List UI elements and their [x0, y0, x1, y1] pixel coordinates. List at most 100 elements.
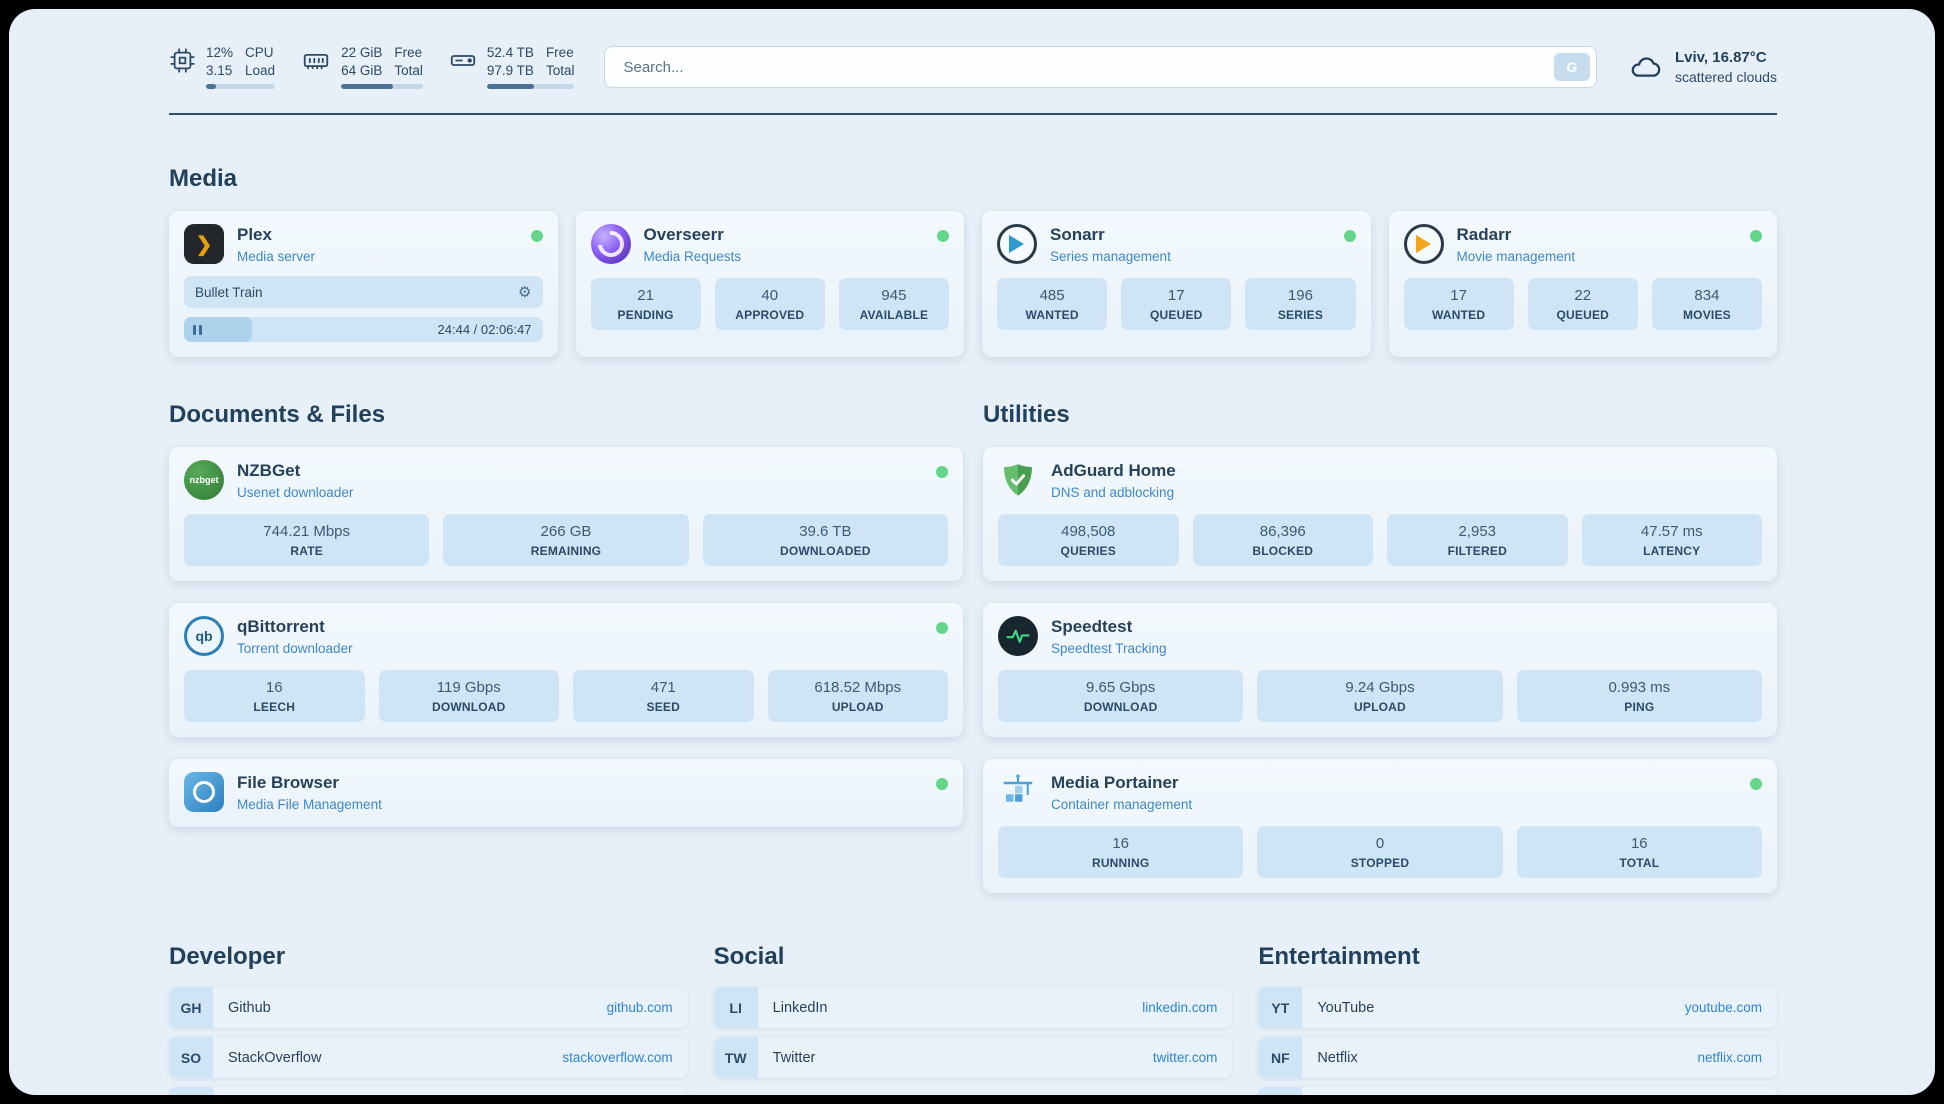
stat-box: 834 MOVIES	[1651, 278, 1763, 330]
stat-value: 0.993 ms	[1608, 679, 1671, 696]
sonarr-link[interactable]: Sonarr Series management	[997, 224, 1356, 264]
ram-bar-fill	[341, 84, 394, 89]
disk-labels: Free Total	[546, 45, 575, 78]
section-title-media: Media	[169, 165, 238, 192]
bookmark-reddit[interactable]: RE Reddit reddit.com	[1258, 1087, 1777, 1095]
bookmarks-developer: Developer GH Github github.com SO StackO…	[169, 943, 688, 1095]
system-widgets: 12% 3.15 CPU Load	[169, 45, 575, 89]
stat-box: 9.24 Gbps UPLOAD	[1257, 670, 1503, 722]
ram-label-top: Free	[394, 45, 423, 60]
overseerr-icon	[590, 224, 631, 264]
stat-box: 47.57 ms LATENCY	[1581, 514, 1762, 566]
portainer-link[interactable]: Media Portainer Container management	[998, 772, 1762, 812]
cpu-label-top: CPU	[245, 45, 274, 60]
bookmark-dev[interactable]: DT DEV dev.to	[169, 1087, 688, 1095]
bookmark-name: YouTube	[1317, 999, 1375, 1016]
status-dot	[1750, 778, 1762, 790]
playback-progress: 24:44 / 02:06:47	[184, 317, 543, 342]
disk-free: 52.4 TB	[486, 45, 534, 60]
stat-box: 119 Gbps DOWNLOAD	[378, 670, 559, 722]
bookmark-netflix[interactable]: NF Netflix netflix.com	[1258, 1037, 1777, 1078]
cpu-percent: 12%	[206, 45, 234, 60]
portainer-card: Media Portainer Container management 16 R…	[983, 759, 1777, 893]
ram-labels: Free Total	[394, 45, 423, 78]
dashboard-window: 12% 3.15 CPU Load	[9, 9, 1935, 1095]
bookmark-stackoverflow[interactable]: SO StackOverflow stackoverflow.com	[169, 1037, 688, 1078]
stat-value: 16	[1112, 835, 1129, 852]
adguard-link[interactable]: AdGuard Home DNS and adblocking	[998, 460, 1762, 500]
stat-label: PING	[1624, 700, 1655, 714]
speedtest-link[interactable]: Speedtest Speedtest Tracking	[998, 616, 1762, 656]
bookmark-url: netflix.com	[1697, 1050, 1762, 1065]
cpu-load-value: 3.15	[206, 63, 233, 78]
card-title: AdGuard Home	[1051, 461, 1176, 480]
stat-value: 21	[637, 287, 654, 304]
stat-value: 945	[881, 287, 907, 304]
stat-label: SEED	[646, 700, 680, 714]
stat-label: REMAINING	[530, 544, 602, 558]
bookmark-url: twitter.com	[1152, 1050, 1218, 1065]
stat-label: UPLOAD	[831, 700, 884, 714]
pause-icon	[193, 324, 202, 335]
disk-values: 52.4 TB 97.9 TB	[487, 45, 534, 78]
stat-value: 744.21 Mbps	[263, 523, 351, 540]
filebrowser-icon	[184, 772, 224, 812]
radarr-icon	[1403, 224, 1444, 264]
stat-value: 618.52 Mbps	[814, 679, 902, 696]
search-engine-button[interactable]: G	[1554, 53, 1590, 81]
adguard-card: AdGuard Home DNS and adblocking 498,508 Q…	[983, 447, 1777, 581]
bookmark-abbr: DT	[169, 1087, 213, 1095]
qbittorrent-link[interactable]: qb qBittorrent Torrent downloader	[184, 616, 948, 656]
stat-value: 16	[265, 679, 283, 696]
stat-label: WANTED	[1025, 308, 1079, 322]
stat-label: UPLOAD	[1354, 700, 1406, 714]
bookmark-linkedin[interactable]: LI LinkedIn linkedin.com	[713, 987, 1233, 1028]
card-subtitle: Container management	[1051, 797, 1193, 812]
stat-value: 485	[1039, 287, 1065, 304]
radarr-link[interactable]: Radarr Movie management	[1403, 224, 1762, 264]
stat-label: DOWNLOADED	[779, 544, 871, 558]
qbittorrent-icon: qb	[184, 616, 224, 656]
ram-total: 64 GiB	[341, 63, 383, 78]
stat-label: LEECH	[253, 700, 296, 714]
portainer-icon	[998, 772, 1038, 812]
gear-icon[interactable]: ⚙	[518, 284, 532, 301]
card-subtitle: Media File Management	[237, 797, 382, 812]
stat-box: 945 AVAILABLE	[838, 278, 950, 330]
card-subtitle: DNS and adblocking	[1051, 485, 1175, 500]
card-title: Overseerr	[643, 225, 724, 244]
weather-location: Lviv, 16.87°C	[1675, 49, 1767, 66]
stat-box: 485 WANTED	[997, 278, 1108, 330]
stat-box: 196 SERIES	[1245, 278, 1356, 330]
cpu-widget: 12% 3.15 CPU Load	[169, 45, 276, 89]
card-title: Speedtest	[1051, 617, 1133, 636]
plex-link[interactable]: Plex Media server	[184, 224, 543, 264]
stat-label: PENDING	[617, 308, 674, 322]
weather-widget: Lviv, 16.87°C scattered clouds	[1627, 49, 1777, 85]
bookmark-twitter[interactable]: TW Twitter twitter.com	[713, 1037, 1233, 1078]
bookmark-name: StackOverflow	[228, 1049, 322, 1066]
card-title: Plex	[237, 225, 272, 244]
stat-value: 17	[1450, 287, 1467, 304]
overseerr-link[interactable]: Overseerr Media Requests	[590, 224, 949, 264]
section-title-developer: Developer	[169, 943, 286, 970]
disk-label-bottom: Total	[545, 63, 575, 78]
bookmark-name: Twitter	[772, 1049, 816, 1066]
stat-label: BLOCKED	[1252, 544, 1314, 558]
filebrowser-link[interactable]: File Browser Media File Management	[184, 772, 948, 812]
stat-label: DOWNLOAD	[431, 700, 506, 714]
bookmarks-entertainment: Entertainment YT YouTube youtube.com NF …	[1258, 943, 1777, 1095]
bookmark-youtube[interactable]: YT YouTube youtube.com	[1258, 987, 1777, 1028]
nzbget-icon: nzbget	[184, 460, 224, 500]
header: 12% 3.15 CPU Load	[169, 45, 1777, 115]
stat-value: 9.24 Gbps	[1345, 679, 1415, 696]
bookmark-github[interactable]: GH Github github.com	[169, 987, 688, 1028]
search-input[interactable]	[604, 46, 1597, 88]
ram-icon	[303, 53, 329, 70]
nzbget-link[interactable]: nzbget NZBGet Usenet downloader	[184, 460, 948, 500]
weather-condition: scattered clouds	[1675, 69, 1777, 85]
stat-label: SERIES	[1277, 308, 1324, 322]
stat-label: QUEUED	[1556, 308, 1610, 322]
section-title-documents: Documents & Files	[169, 401, 386, 428]
disk-widget: 52.4 TB 97.9 TB Free Total	[449, 45, 575, 89]
